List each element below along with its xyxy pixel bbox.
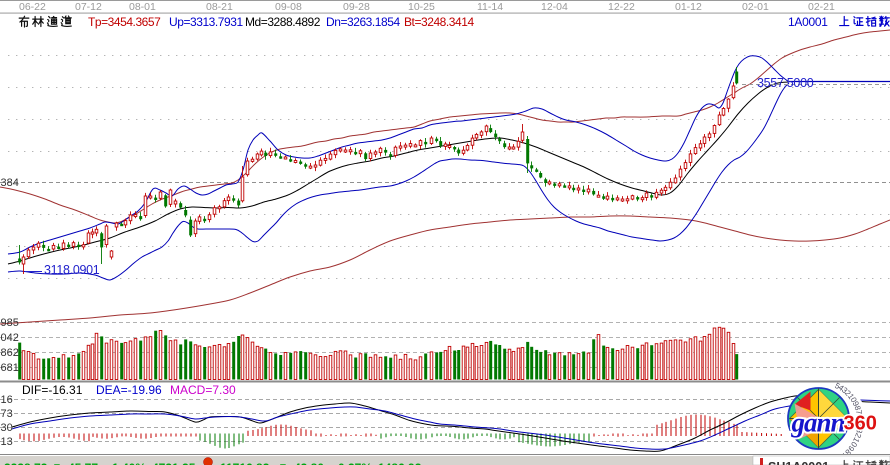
svg-text:862: 862 bbox=[1, 347, 19, 359]
svg-text:-45.77: -45.77 bbox=[64, 461, 98, 465]
svg-text:Bt=3248.3414: Bt=3248.3414 bbox=[404, 15, 474, 29]
svg-text:3: 3 bbox=[854, 427, 864, 434]
svg-text:Md=3288.4892: Md=3288.4892 bbox=[245, 15, 321, 29]
svg-text:08-21: 08-21 bbox=[206, 1, 233, 13]
svg-text:9: 9 bbox=[851, 400, 861, 408]
svg-text:6: 6 bbox=[855, 414, 864, 419]
svg-text:DIF=-16.31: DIF=-16.31 bbox=[22, 383, 83, 397]
svg-text:07-12: 07-12 bbox=[75, 1, 102, 13]
svg-text:MACD=7.30: MACD=7.30 bbox=[170, 383, 236, 397]
svg-text:3238.73: 3238.73 bbox=[4, 461, 48, 465]
svg-text:4731.25: 4731.25 bbox=[152, 461, 196, 465]
svg-text:4: 4 bbox=[855, 423, 865, 429]
svg-text:360: 360 bbox=[844, 413, 877, 435]
svg-text:06-22: 06-22 bbox=[19, 1, 46, 13]
svg-text:-0.37%: -0.37% bbox=[334, 461, 372, 465]
svg-text:09-28: 09-28 bbox=[343, 1, 370, 13]
svg-text:DEA=-19.96: DEA=-19.96 bbox=[96, 383, 162, 397]
svg-text:1: 1 bbox=[846, 392, 856, 401]
svg-text:30: 30 bbox=[1, 422, 13, 434]
svg-text:-43.80: -43.80 bbox=[290, 461, 324, 465]
svg-text:8: 8 bbox=[853, 405, 863, 412]
svg-text:Dn=3263.1854: Dn=3263.1854 bbox=[326, 15, 400, 29]
svg-text:SH1A0001: SH1A0001 bbox=[768, 460, 829, 465]
svg-text:13: 13 bbox=[1, 436, 13, 448]
svg-text:5: 5 bbox=[855, 419, 864, 425]
svg-text:7: 7 bbox=[854, 409, 864, 415]
svg-text:1: 1 bbox=[851, 436, 861, 445]
svg-text:042: 042 bbox=[1, 332, 19, 344]
svg-text:gann: gann bbox=[791, 408, 845, 438]
svg-text:01-12: 01-12 bbox=[675, 1, 702, 13]
svg-text:▼: ▼ bbox=[52, 462, 62, 465]
svg-text:10-25: 10-25 bbox=[408, 1, 435, 13]
svg-text:2: 2 bbox=[853, 432, 863, 440]
svg-text:3118.0901: 3118.0901 bbox=[44, 263, 100, 277]
svg-text:3: 3 bbox=[840, 386, 850, 396]
svg-text:08-01: 08-01 bbox=[129, 1, 156, 13]
svg-text:384: 384 bbox=[1, 177, 19, 189]
svg-text:11716.83: 11716.83 bbox=[220, 461, 270, 465]
svg-text:Tp=3454.3657: Tp=3454.3657 bbox=[88, 15, 161, 29]
svg-text:985: 985 bbox=[1, 317, 19, 329]
svg-text:8: 8 bbox=[843, 447, 853, 457]
svg-text:0: 0 bbox=[848, 396, 858, 405]
svg-text:02-01: 02-01 bbox=[742, 1, 769, 13]
svg-text:681: 681 bbox=[1, 362, 19, 374]
svg-text:-1.40%: -1.40% bbox=[108, 461, 146, 465]
svg-text:3557.5000: 3557.5000 bbox=[757, 76, 814, 90]
svg-text:Up=3313.7931: Up=3313.7931 bbox=[169, 15, 243, 29]
svg-text:16: 16 bbox=[1, 394, 13, 406]
svg-text:11-14: 11-14 bbox=[477, 1, 503, 13]
svg-text:09-08: 09-08 bbox=[275, 1, 302, 13]
svg-text:1A0001: 1A0001 bbox=[788, 15, 828, 29]
svg-text:▼: ▼ bbox=[278, 462, 288, 465]
svg-text:73: 73 bbox=[1, 408, 13, 420]
svg-text:0: 0 bbox=[849, 440, 859, 449]
svg-text:9: 9 bbox=[846, 444, 856, 454]
svg-text:1486.92: 1486.92 bbox=[378, 461, 422, 465]
svg-text:2: 2 bbox=[843, 389, 853, 399]
svg-text:02-21: 02-21 bbox=[808, 1, 835, 13]
svg-text:4: 4 bbox=[837, 383, 846, 393]
svg-text:12-22: 12-22 bbox=[608, 1, 635, 13]
svg-text:12-04: 12-04 bbox=[541, 1, 568, 13]
svg-text:5: 5 bbox=[833, 381, 842, 391]
